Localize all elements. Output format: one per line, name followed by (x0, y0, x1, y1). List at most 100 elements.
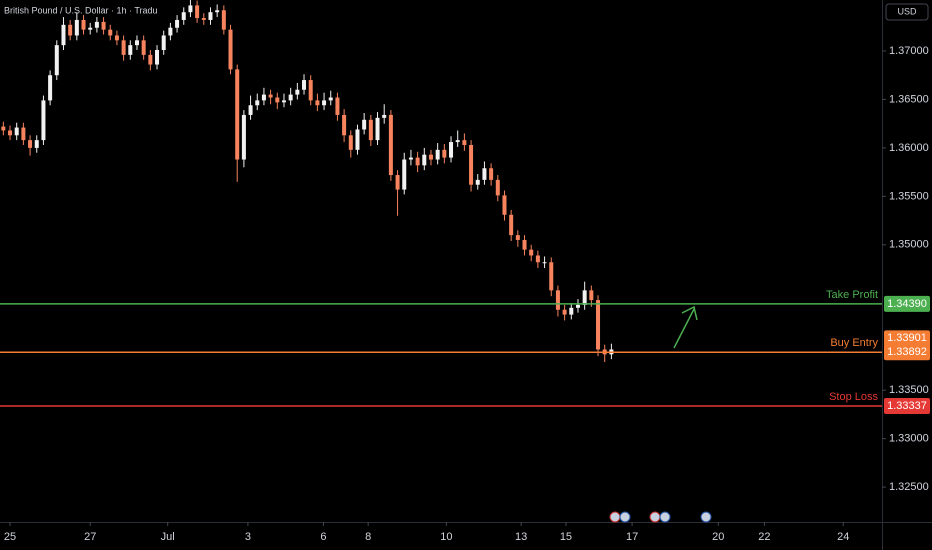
level-value-label: 1.34390 (887, 298, 927, 310)
candle-body (535, 255, 540, 263)
candle-body (322, 100, 327, 106)
event-icon[interactable] (659, 511, 671, 523)
x-tick-label: 24 (837, 531, 849, 543)
candle-body (328, 97, 333, 101)
candle-body (88, 27, 93, 30)
candle-body (8, 130, 13, 136)
candle-body (469, 144, 474, 185)
candle-body (509, 214, 514, 236)
candle-body (68, 24, 73, 36)
candle-body (435, 149, 440, 160)
candle-body (221, 10, 226, 30)
x-tick-label: 8 (365, 531, 371, 543)
candle-body (402, 159, 407, 190)
candle-body (582, 290, 587, 305)
candle-body (589, 290, 594, 301)
candle-body (315, 100, 320, 106)
candle-body (14, 127, 19, 136)
candle-body (81, 19, 86, 30)
candle-body (161, 35, 166, 51)
candle-body (48, 75, 53, 101)
y-tick-label: 1.36500 (889, 93, 929, 105)
candle-body (575, 304, 580, 308)
candle-body (422, 154, 427, 166)
y-tick-label: 1.37000 (889, 45, 929, 57)
candle-body (362, 119, 367, 130)
candle-body (449, 142, 454, 158)
last-price-tag (884, 330, 930, 347)
price-tags: 1.34390 1.33892 1.33337 1.33901 (884, 295, 930, 414)
x-tick-label: 20 (712, 531, 724, 543)
candle-body (562, 309, 567, 315)
candle-body (522, 239, 527, 250)
event-icon[interactable] (700, 511, 712, 523)
candle-body (168, 27, 173, 36)
y-tick-label: 1.36000 (889, 142, 929, 154)
candle-body (515, 235, 520, 240)
candle-body (442, 149, 447, 158)
y-tick-label: 1.33000 (889, 433, 929, 445)
x-tick-label: 10 (440, 531, 452, 543)
currency-label: USD (897, 6, 917, 16)
candle-body (34, 140, 39, 148)
x-tick-label: 3 (245, 531, 251, 543)
candle-body (275, 97, 280, 103)
candle-body (155, 50, 160, 65)
candle-body (148, 54, 153, 65)
candle-body (408, 157, 413, 160)
y-tick-label: 1.35500 (889, 190, 929, 202)
y-tick-label: 1.35000 (889, 239, 929, 251)
candle-body (241, 114, 246, 160)
candle-body (255, 100, 260, 106)
candle-body (121, 40, 126, 55)
candle-body (215, 10, 220, 13)
candle-body (54, 45, 59, 76)
candle-body (21, 127, 26, 141)
candle-body (542, 262, 547, 264)
y-tick-label: 1.32500 (889, 481, 929, 493)
level-value-label: 1.33892 (887, 346, 927, 358)
arrow-shaft (673, 308, 695, 349)
candle-body (295, 89, 300, 95)
axes: 1.37000 1.36500 1.36000 1.35500 1.35000 1.335… (4, 45, 929, 543)
candle-body (382, 114, 387, 118)
event-icon[interactable] (619, 511, 631, 523)
currency-box[interactable] (885, 3, 929, 21)
candle-body (569, 307, 574, 315)
arrow-head (681, 305, 698, 321)
candle-body (1, 126, 6, 131)
candle-body (261, 94, 266, 101)
candle-body (555, 290, 560, 310)
candle-body (348, 135, 353, 150)
candle-body (248, 105, 253, 115)
levels: Take Profit Buy Entry Stop Loss (0, 289, 882, 407)
candle-body (228, 29, 233, 70)
candle-body (134, 40, 139, 46)
candle-body (302, 80, 307, 90)
candle-body (375, 117, 380, 141)
level-tag (884, 344, 930, 361)
candle-body (101, 21, 106, 30)
x-tick-label: 6 (320, 531, 326, 543)
event-icon[interactable] (609, 511, 621, 523)
candle-body (288, 94, 293, 101)
level-value-label: 1.33337 (887, 400, 927, 412)
level-tag (884, 397, 930, 414)
event-icons (609, 511, 712, 523)
candle-body (368, 119, 373, 141)
candle-body (74, 19, 79, 36)
candle-body (195, 5, 200, 19)
x-tick-label: 25 (4, 531, 16, 543)
candle-body (596, 300, 601, 350)
candle-body (549, 262, 554, 291)
candle-body (355, 129, 360, 150)
candle-body (342, 114, 347, 136)
x-tick-label: 13 (515, 531, 527, 543)
x-tick-label: Jul (161, 531, 175, 543)
candle-body (475, 179, 480, 185)
event-icon[interactable] (649, 511, 661, 523)
candle-body (281, 100, 286, 103)
candle-body (428, 154, 433, 160)
chart-title: British Pound / U.S. Dollar · 1h · Tradu (4, 5, 158, 15)
